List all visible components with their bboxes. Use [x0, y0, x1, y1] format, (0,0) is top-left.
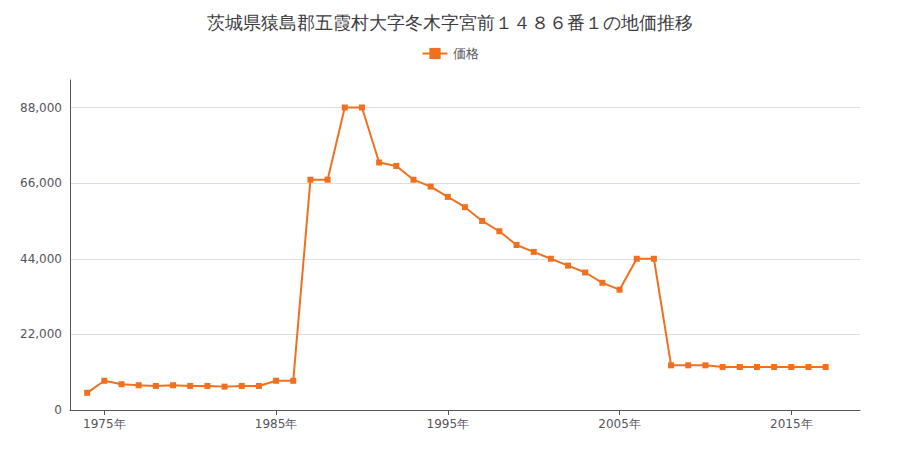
svg-text:1985年: 1985年	[255, 417, 298, 431]
svg-text:2005年: 2005年	[598, 417, 641, 431]
svg-text:茨城県猿島郡五霞村大字冬木字宮前１４８６番１の地価推移: 茨城県猿島郡五霞村大字冬木字宮前１４８６番１の地価推移	[207, 12, 693, 33]
svg-text:88,000: 88,000	[20, 101, 62, 115]
svg-text:44,000: 44,000	[20, 252, 62, 266]
svg-text:2015年: 2015年	[770, 417, 813, 431]
svg-text:1995年: 1995年	[427, 417, 470, 431]
svg-text:22,000: 22,000	[20, 327, 62, 341]
svg-text:0: 0	[54, 403, 62, 417]
svg-text:66,000: 66,000	[20, 176, 62, 190]
svg-text:価格: 価格	[453, 46, 479, 61]
svg-text:1975年: 1975年	[83, 417, 126, 431]
